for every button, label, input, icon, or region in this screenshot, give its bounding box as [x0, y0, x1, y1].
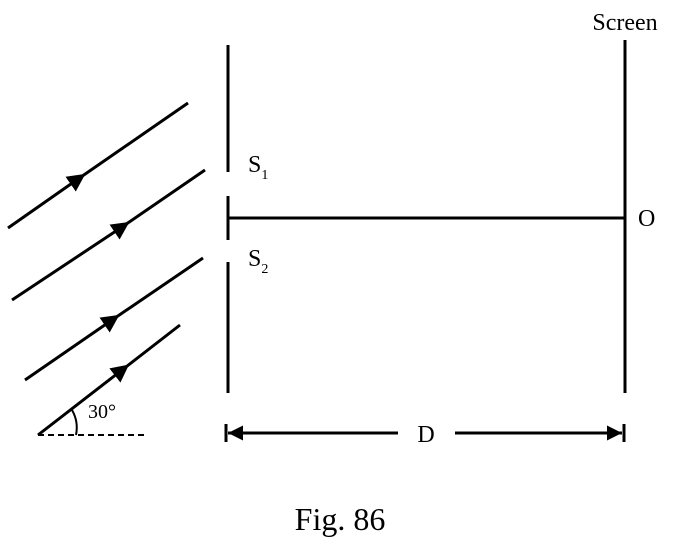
angle-arc	[71, 409, 78, 436]
ray	[11, 168, 206, 302]
ray	[7, 101, 189, 230]
point-label: O	[638, 206, 655, 232]
caption: Fig. 86	[295, 501, 386, 537]
distance-label: D	[417, 422, 434, 448]
angle-label: 30°	[88, 401, 116, 423]
ray	[24, 256, 204, 382]
slit-label: S2	[248, 246, 268, 277]
ray	[37, 323, 181, 437]
screen-label: Screen	[592, 10, 657, 36]
slit-label: S1	[248, 152, 268, 183]
